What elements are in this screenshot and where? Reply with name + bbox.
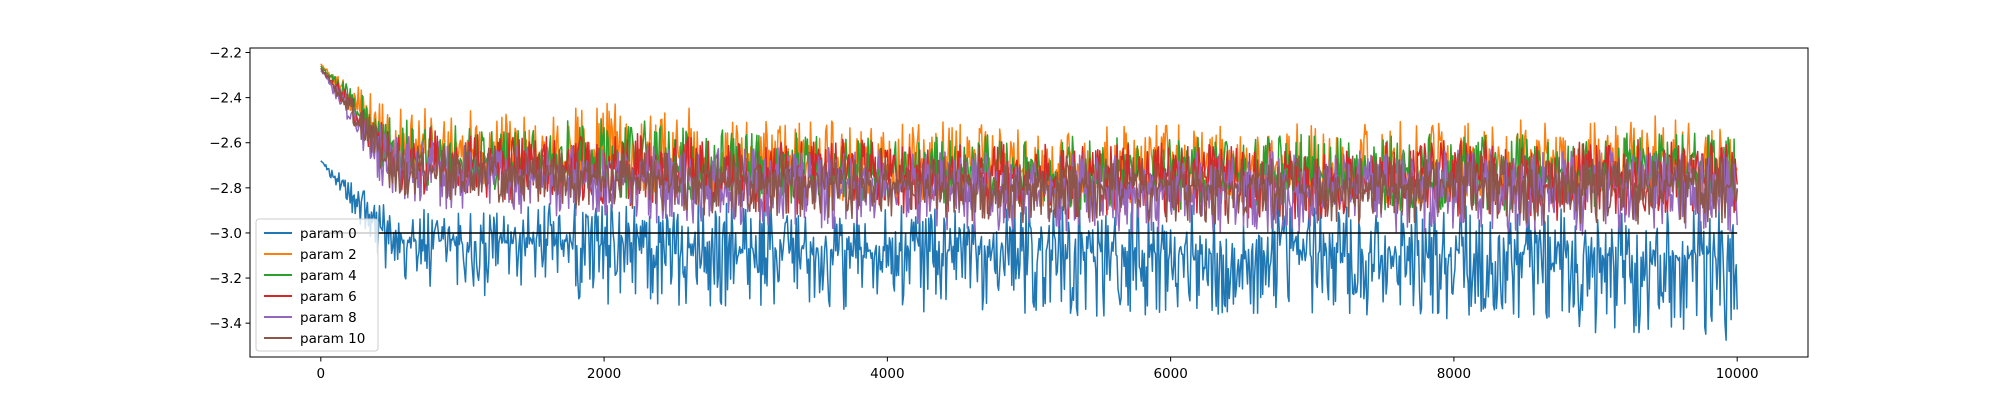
y-tick-label: −2.6: [209, 136, 242, 152]
series-layer: [320, 63, 1738, 341]
legend-label: param 10: [300, 331, 365, 347]
series-param-10: [320, 67, 1738, 225]
legend-label: param 8: [300, 310, 357, 326]
plot-frame: [249, 47, 1809, 358]
legend-label: param 4: [300, 268, 357, 284]
legend-item: param 0: [264, 226, 357, 242]
series-line: [320, 67, 1738, 225]
legend-label: param 2: [300, 247, 357, 263]
x-tick-label: 8000: [1437, 366, 1471, 382]
legend-item: param 10: [264, 331, 365, 347]
x-tick-label: 0: [317, 366, 326, 382]
legend-item: param 8: [264, 310, 357, 326]
y-tick-label: −2.2: [209, 46, 242, 62]
y-tick-label: −2.4: [209, 91, 242, 107]
y-tick-label: −3.4: [209, 316, 242, 332]
x-tick-label: 2000: [587, 366, 621, 382]
legend-label: param 0: [300, 226, 357, 242]
legend: param 0 param 2 param 4 param 6 param 8 param…: [255, 218, 379, 352]
legend-item: param 6: [264, 289, 357, 305]
legend-item: param 2: [264, 247, 357, 263]
x-axis: 0 2000 4000 6000 8000 10000: [317, 357, 1759, 382]
legend-item: param 4: [264, 268, 357, 284]
x-tick-label: 6000: [1153, 366, 1187, 382]
legend-label: param 6: [300, 289, 357, 305]
y-tick-label: −3.2: [209, 271, 242, 287]
x-tick-label: 10000: [1716, 366, 1759, 382]
y-tick-label: −2.8: [209, 181, 242, 197]
y-axis: −3.4 −3.2 −3.0 −2.8 −2.6 −2.4 −2.2: [209, 46, 250, 332]
y-tick-label: −3.0: [209, 226, 242, 242]
x-tick-label: 4000: [870, 366, 904, 382]
series-line: [320, 70, 1738, 236]
